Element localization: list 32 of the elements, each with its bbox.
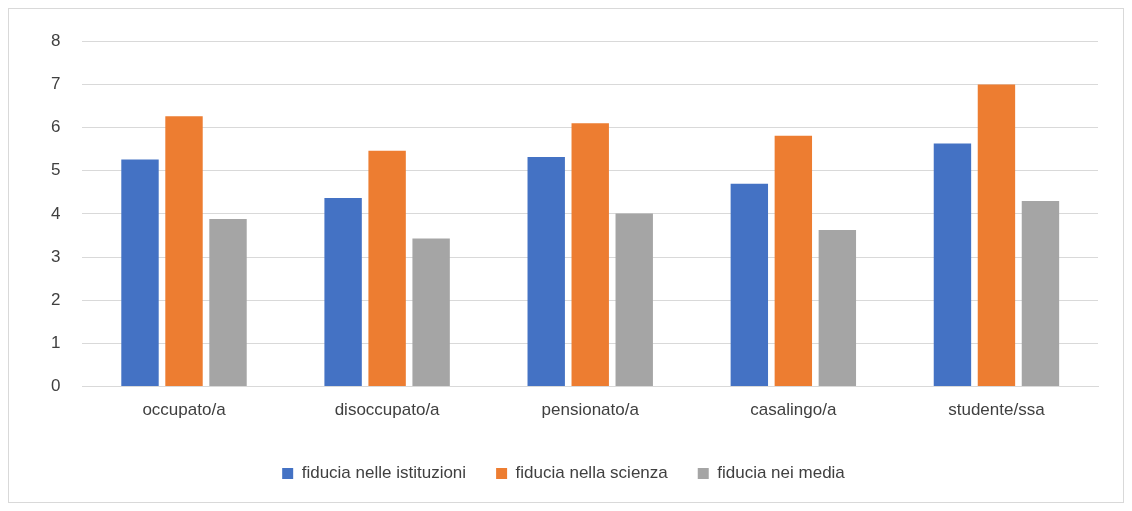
y-tick-label: 2: [50, 289, 61, 309]
y-tick-label: 3: [50, 246, 61, 266]
y-tick-label: 7: [50, 74, 61, 94]
bar: [571, 123, 609, 387]
y-tick-label: 6: [50, 117, 61, 137]
x-tick-label: pensionato/a: [541, 400, 640, 420]
bar: [121, 159, 159, 387]
bar: [412, 238, 450, 387]
bar: [209, 219, 247, 387]
x-tick-label: studente/ssa: [948, 400, 1046, 420]
bar: [977, 84, 1016, 387]
x-tick-label: casalingo/a: [750, 400, 837, 420]
bar: [615, 213, 653, 387]
y-tick-label: 8: [50, 30, 61, 50]
bar: [165, 116, 203, 387]
y-tick-label: 4: [50, 203, 61, 223]
legend-label: fiducia nella scienza: [515, 463, 669, 483]
y-tick-label: 0: [50, 376, 61, 396]
bar: [1021, 200, 1060, 387]
bar: [368, 150, 406, 387]
x-tick-label: occupato/a: [142, 400, 227, 420]
bar: [730, 183, 769, 387]
bar: [774, 135, 813, 387]
x-tick-label: disoccupato/a: [334, 400, 441, 420]
bar: [933, 143, 972, 387]
bar: [818, 229, 857, 387]
y-tick-label: 5: [50, 160, 61, 180]
legend-label: fiducia nei media: [717, 463, 846, 483]
bar: [324, 197, 362, 387]
legend-label: fiducia nelle istituzioni: [301, 463, 467, 483]
bar: [527, 156, 565, 387]
y-tick-label: 1: [50, 333, 61, 353]
